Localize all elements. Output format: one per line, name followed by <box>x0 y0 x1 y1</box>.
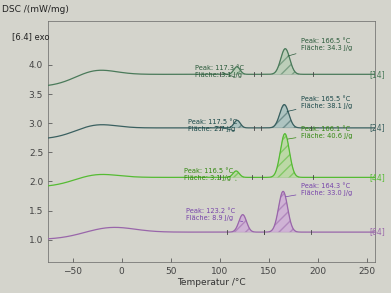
Text: Peak: 164.3 °C
Fläche: 33.0 J/g: Peak: 164.3 °C Fläche: 33.0 J/g <box>286 183 353 197</box>
Text: Peak: 166.1 °C
Fläche: 40.6 J/g: Peak: 166.1 °C Fläche: 40.6 J/g <box>288 126 353 139</box>
Text: [44]: [44] <box>369 173 385 182</box>
Text: [14]: [14] <box>369 70 385 79</box>
Text: Peak: 116.5 °C
Fläche: 3.1 J/g: Peak: 116.5 °C Fläche: 3.1 J/g <box>183 168 236 181</box>
Text: Peak: 166.5 °C
Fläche: 34.3 J/g: Peak: 166.5 °C Fläche: 34.3 J/g <box>288 38 353 56</box>
Text: Peak: 117.3 °C
Fläche: 3.1 J/g: Peak: 117.3 °C Fläche: 3.1 J/g <box>196 65 244 79</box>
Text: [64]: [64] <box>369 228 385 237</box>
Text: Peak: 123.2 °C
Fläche: 8.9 J/g: Peak: 123.2 °C Fläche: 8.9 J/g <box>186 207 243 222</box>
Text: Peak: 165.5 °C
Fläche: 38.1 J/g: Peak: 165.5 °C Fläche: 38.1 J/g <box>287 96 353 112</box>
Text: DSC /(mW/mg): DSC /(mW/mg) <box>2 5 69 14</box>
Text: Peak: 117.5 °C
Fläche: 2.7 J/g: Peak: 117.5 °C Fläche: 2.7 J/g <box>188 119 238 132</box>
X-axis label: Temperatur /°C: Temperatur /°C <box>177 278 246 287</box>
Text: [6.4] exo: [6.4] exo <box>12 32 50 41</box>
Text: [24]: [24] <box>369 123 385 132</box>
